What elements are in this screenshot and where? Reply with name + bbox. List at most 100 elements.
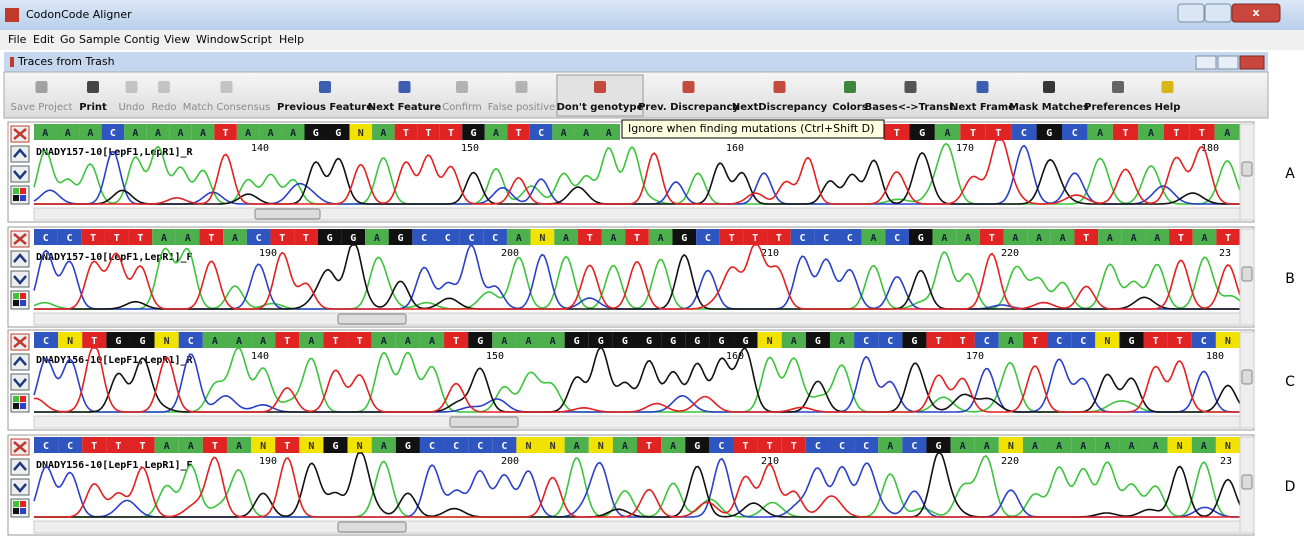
base-letter: G xyxy=(140,336,146,347)
toolbar-button[interactable]: Previous Feature xyxy=(277,102,373,113)
base-letter: T xyxy=(115,441,121,452)
position-number: 160 xyxy=(726,143,744,154)
base-letter: A xyxy=(561,128,567,139)
toolbar-button[interactable]: Save Project xyxy=(11,102,73,113)
toolbar-button[interactable]: Undo xyxy=(118,102,144,113)
base-letter: C xyxy=(823,233,829,244)
base-letter: A xyxy=(381,336,387,347)
base-letter: A xyxy=(188,441,194,452)
toolbar-button[interactable]: Preferences xyxy=(1084,102,1152,113)
base-letter: A xyxy=(583,128,589,139)
base-letter: C xyxy=(453,441,459,452)
base-letter: A xyxy=(164,441,170,452)
h-scroll-thumb[interactable] xyxy=(450,417,518,427)
base-color-swatch xyxy=(13,501,19,507)
toolbar-button[interactable]: False positive xyxy=(488,102,556,113)
menu-item[interactable]: Script xyxy=(240,33,273,46)
base-letter: G xyxy=(622,336,628,347)
h-scroll-thumb[interactable] xyxy=(338,522,406,532)
base-letter: C xyxy=(477,441,483,452)
base-letter: A xyxy=(563,233,569,244)
base-letter: N xyxy=(260,441,266,452)
base-letter: C xyxy=(1021,128,1027,139)
base-letter: T xyxy=(752,233,758,244)
menu-item[interactable]: File xyxy=(8,33,27,46)
doc-minimize[interactable] xyxy=(1196,56,1216,69)
base-letter: G xyxy=(335,128,341,139)
toolbar-button[interactable]: Mask Matches xyxy=(1009,102,1089,113)
base-letter: T xyxy=(894,128,900,139)
base-letter: T xyxy=(1153,336,1159,347)
v-scroll-thumb[interactable] xyxy=(1242,475,1252,489)
toolbar-button[interactable]: Bases<->Transl. xyxy=(865,102,957,113)
base-color-swatch xyxy=(20,403,26,409)
toolbar-button[interactable]: Print xyxy=(79,102,107,113)
base-letter: A xyxy=(260,336,266,347)
base-letter: C xyxy=(718,441,724,452)
menu-item[interactable]: View xyxy=(164,33,190,46)
base-letter: G xyxy=(598,336,604,347)
menu-item[interactable]: Sample xyxy=(79,33,120,46)
position-number: 220 xyxy=(1001,248,1019,259)
menu-item[interactable]: Go xyxy=(60,33,76,46)
base-letter: A xyxy=(945,128,951,139)
base-letter: A xyxy=(381,441,387,452)
toolbar-button[interactable]: Next Frame xyxy=(950,102,1015,113)
v-scroll-thumb[interactable] xyxy=(1242,370,1252,384)
base-letter: T xyxy=(1032,336,1038,347)
toolbar-icon xyxy=(844,81,856,93)
base-letter: N xyxy=(1177,441,1183,452)
v-scroll-thumb[interactable] xyxy=(1242,162,1252,176)
base-letter: N xyxy=(67,336,73,347)
v-scroll-thumb[interactable] xyxy=(1242,267,1252,281)
toolbar-button[interactable]: Confirm xyxy=(442,102,481,113)
base-letter: T xyxy=(303,233,309,244)
toolbar-button[interactable]: Don't genotype xyxy=(557,102,644,113)
base-letter: T xyxy=(279,233,285,244)
base-letter: T xyxy=(425,128,431,139)
base-letter: G xyxy=(919,128,925,139)
base-letter: T xyxy=(776,233,782,244)
base-letter: N xyxy=(598,441,604,452)
base-letter: C xyxy=(1056,336,1062,347)
position-number: 150 xyxy=(461,143,479,154)
base-letter: T xyxy=(114,233,120,244)
toolbar-button[interactable]: Match Consensus xyxy=(183,102,271,113)
menu-item[interactable]: Window xyxy=(196,33,239,46)
toolbar-icon xyxy=(1043,81,1055,93)
toolbar-button[interactable]: Redo xyxy=(151,102,176,113)
base-letter: A xyxy=(493,128,499,139)
toolbar-button[interactable]: Prev. Discrepancy xyxy=(638,102,739,113)
base-letter: T xyxy=(284,441,290,452)
base-letter: T xyxy=(587,233,593,244)
base-letter: A xyxy=(1008,336,1014,347)
h-scroll-thumb[interactable] xyxy=(338,314,406,324)
menu-item[interactable]: Contig xyxy=(124,33,160,46)
h-scroll-thumb[interactable] xyxy=(255,209,320,219)
base-letter: A xyxy=(245,128,251,139)
base-color-swatch xyxy=(13,300,19,306)
menu-item[interactable]: Help xyxy=(279,33,304,46)
base-color-swatch xyxy=(13,396,19,402)
base-letter: T xyxy=(212,441,218,452)
base-letter: A xyxy=(1148,128,1154,139)
toolbar-button[interactable]: Next Feature xyxy=(368,102,442,113)
tooltip: Ignore when finding mutations (Ctrl+Shif… xyxy=(628,122,874,135)
toolbar-button[interactable]: Colors xyxy=(832,102,867,113)
base-letter: A xyxy=(200,128,206,139)
doc-close[interactable] xyxy=(1240,56,1264,69)
toolbar-icon xyxy=(1162,81,1174,93)
base-letter: T xyxy=(1178,233,1184,244)
toolbar-icon xyxy=(158,81,170,93)
maximize-button[interactable] xyxy=(1205,4,1231,22)
toolbar-button[interactable]: NextDiscrepancy xyxy=(732,102,828,113)
doc-maximize[interactable] xyxy=(1218,56,1238,69)
menu-item[interactable]: Edit xyxy=(33,33,55,46)
toolbar-button[interactable]: Help xyxy=(1155,102,1181,113)
base-color-swatch xyxy=(13,188,19,194)
minimize-button[interactable] xyxy=(1178,4,1204,22)
position-number: 150 xyxy=(486,351,504,362)
close-glyph: x xyxy=(1252,6,1259,19)
doc-icon xyxy=(10,57,14,67)
base-letter: A xyxy=(965,233,971,244)
